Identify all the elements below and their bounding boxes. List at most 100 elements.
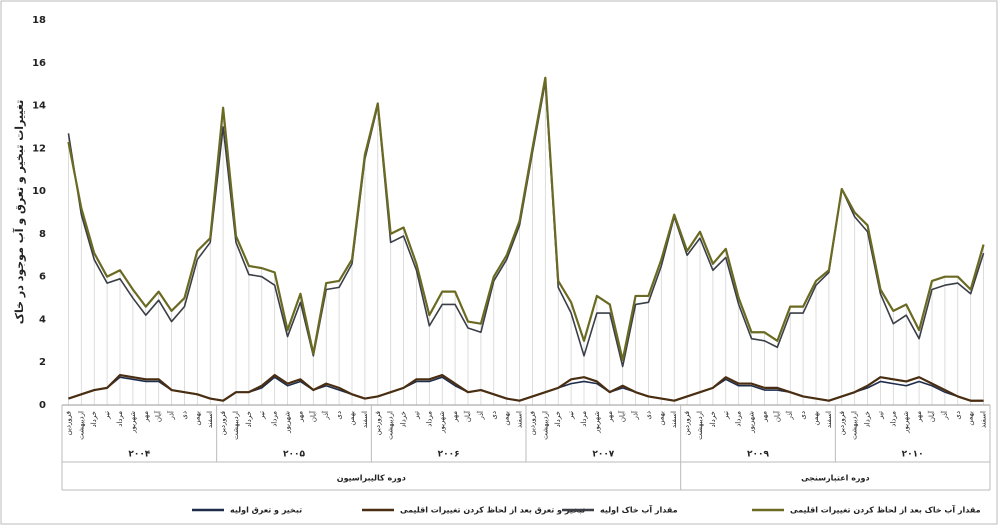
x-tick-label: خرداد <box>554 411 562 427</box>
y-tick-label: 18 <box>32 15 46 26</box>
x-tick-label: آذر <box>631 410 640 420</box>
x-tick-label: مرداد <box>580 411 588 427</box>
x-tick-label: تیر <box>258 411 266 420</box>
x-tick-label: اسفند <box>516 411 524 428</box>
year-label: ۲۰۰۴ <box>128 450 150 460</box>
y-tick-label: 10 <box>32 186 46 197</box>
x-tick-label: دی <box>644 411 652 420</box>
x-tick-label: اسفند <box>670 411 678 428</box>
x-tick-label: تیر <box>722 411 730 420</box>
x-tick-label: اسفند <box>825 411 833 428</box>
x-tick-label: اسفند <box>361 411 369 428</box>
x-tick-label: تیر <box>103 411 111 420</box>
period-label: دوره کالیبراسیون <box>337 474 406 483</box>
x-tick-label: فروردین <box>528 411 536 435</box>
x-tick-label: شهریور <box>438 411 446 434</box>
x-tick-label: مهر <box>606 411 614 423</box>
x-tick-label: آذر <box>940 410 949 420</box>
legend-label: تبخیر و تعرق بعد از لحاظ کردن تغییرات اق… <box>400 506 585 515</box>
x-tick-label: تیر <box>412 411 420 420</box>
y-tick-label: 14 <box>32 101 46 112</box>
x-tick-label: آبان <box>618 410 627 422</box>
x-tick-label: دی <box>335 411 343 420</box>
x-tick-label: خرداد <box>864 411 872 427</box>
x-tick-label: دی <box>954 411 962 420</box>
x-tick-label: فروردین <box>219 411 227 435</box>
y-tick-label: 8 <box>39 229 46 240</box>
x-tick-label: شهریور <box>902 411 910 434</box>
x-tick-label: شهریور <box>129 411 137 434</box>
x-tick-label: مهر <box>760 411 768 423</box>
x-tick-label: فروردین <box>838 411 846 435</box>
x-tick-label: بهمن <box>193 411 201 426</box>
x-tick-label: بهمن <box>967 411 975 426</box>
x-tick-label: آبان <box>308 410 317 422</box>
x-tick-label: آبان <box>154 410 163 422</box>
x-tick-label: اسفند <box>206 411 214 428</box>
legend-label: مقدار آب خاک بعد از لحاظ کردن تغییرات اق… <box>790 505 981 515</box>
year-label: ۲۰۰۶ <box>438 450 460 460</box>
year-label: ۲۰۰۹ <box>747 450 769 460</box>
legend-label: مقدار آب خاک اولیه <box>600 505 678 515</box>
y-tick-label: 12 <box>32 143 46 154</box>
x-tick-label: بهمن <box>812 411 820 426</box>
x-tick-label: مرداد <box>116 411 124 427</box>
x-tick-label: فروردین <box>374 411 382 435</box>
x-tick-label: مرداد <box>271 411 279 427</box>
x-tick-label: شهریور <box>284 411 292 434</box>
x-tick-label: آذر <box>321 410 330 420</box>
x-tick-label: فروردین <box>64 411 72 435</box>
x-tick-label: بهمن <box>503 411 511 426</box>
y-tick-label: 6 <box>39 272 46 283</box>
x-tick-label: آذر <box>167 410 176 420</box>
y-tick-label: 4 <box>39 314 46 325</box>
x-tick-label: اردیبهشت <box>851 411 859 440</box>
y-tick-label: 0 <box>39 400 46 411</box>
x-tick-label: اردیبهشت <box>541 411 549 440</box>
x-tick-label: آبان <box>927 410 936 422</box>
x-tick-label: اردیبهشت <box>387 411 395 440</box>
x-tick-label: مهر <box>451 411 459 423</box>
x-tick-label: خرداد <box>709 411 717 427</box>
legend-label: تبخیر و تعرق اولیه <box>230 506 302 515</box>
x-tick-label: مرداد <box>889 411 897 427</box>
x-tick-label: شهریور <box>748 411 756 434</box>
series-line <box>67 76 985 362</box>
x-tick-label: مهر <box>142 411 150 423</box>
x-tick-label: اسفند <box>980 411 988 428</box>
x-tick-label: فروردین <box>683 411 691 435</box>
x-tick-label: مهر <box>296 411 304 423</box>
year-label: ۲۰۰۵ <box>283 450 305 460</box>
x-tick-label: بهمن <box>657 411 665 426</box>
x-tick-label: خرداد <box>90 411 98 427</box>
x-tick-label: شهریور <box>593 411 601 434</box>
year-label: ۲۰۰۷ <box>592 450 614 460</box>
x-tick-label: آبان <box>772 410 781 422</box>
x-tick-label: مرداد <box>425 411 433 427</box>
series-line <box>68 373 984 402</box>
x-tick-label: دی <box>799 411 807 420</box>
x-tick-label: آذر <box>785 410 794 420</box>
x-tick-label: دی <box>490 411 498 420</box>
x-tick-label: آبان <box>463 410 472 422</box>
x-tick-label: اردیبهشت <box>232 411 240 440</box>
series-line <box>67 81 985 368</box>
period-label: دوره اعتبارسنجی <box>801 474 870 483</box>
y-tick-label: 2 <box>39 357 46 368</box>
x-tick-label: مرداد <box>735 411 743 427</box>
y-axis-title: تغییرات تبخیر و تعرق و آب موجود در خاک <box>12 100 26 325</box>
x-tick-label: دی <box>180 411 188 420</box>
x-tick-label: اردیبهشت <box>696 411 704 440</box>
x-tick-label: اردیبهشت <box>77 411 85 440</box>
x-tick-label: مهر <box>915 411 923 423</box>
y-tick-label: 16 <box>32 58 46 69</box>
year-label: ۲۰۱۰ <box>902 450 924 460</box>
x-tick-label: تیر <box>876 411 884 420</box>
x-tick-label: تیر <box>567 411 575 420</box>
x-tick-label: آذر <box>476 410 485 420</box>
x-tick-label: خرداد <box>400 411 408 427</box>
x-tick-label: خرداد <box>245 411 253 427</box>
x-tick-label: بهمن <box>348 411 356 426</box>
